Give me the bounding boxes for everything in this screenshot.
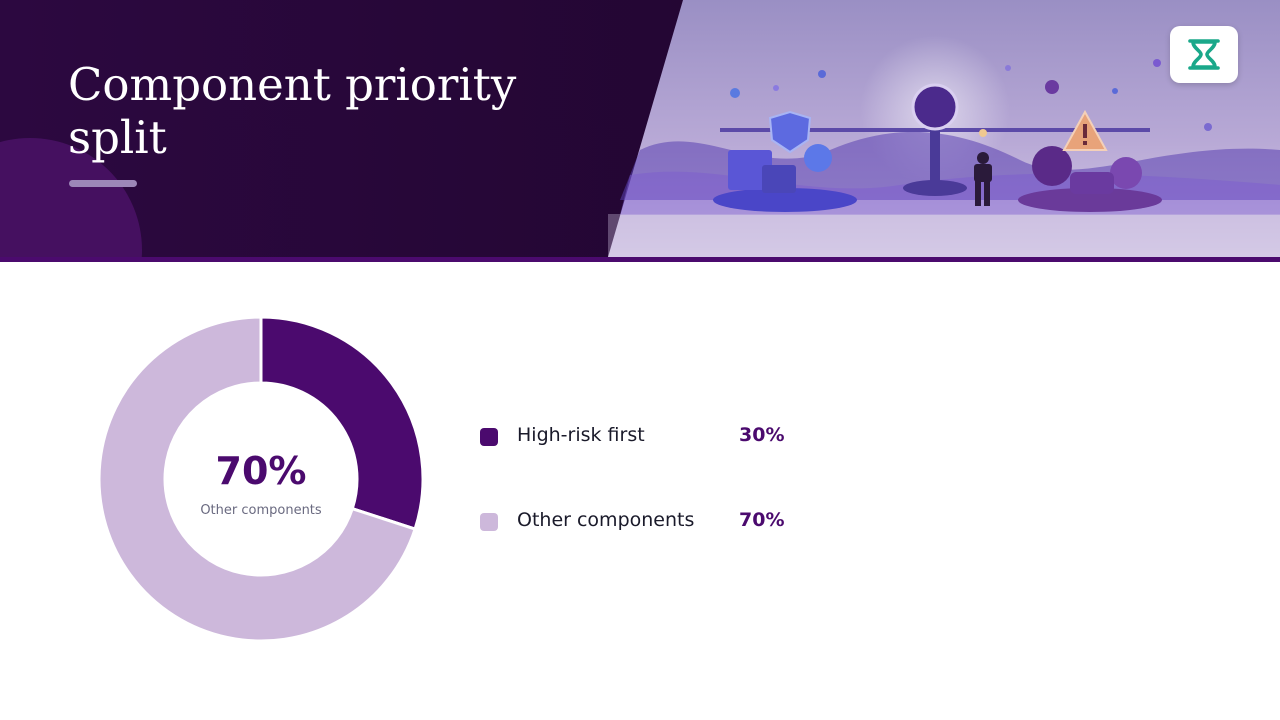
page-title: Component priority split — [68, 58, 517, 164]
legend-value-other: 70% — [739, 509, 785, 531]
header-background — [0, 0, 1280, 262]
donut-slice-other-components — [97, 315, 417, 643]
legend-label-high-risk: High-risk first — [517, 424, 645, 446]
donut-chart: 70% Other components — [96, 314, 426, 644]
legend-label-other: Other components — [517, 509, 695, 531]
legend-swatch-other — [480, 513, 498, 531]
legend-swatch-high-risk — [480, 428, 498, 446]
hourglass-icon — [1188, 39, 1220, 70]
legend-value-high-risk: 30% — [739, 424, 785, 446]
donut-chart-svg — [97, 315, 425, 643]
donut-center-label: Other components — [200, 503, 322, 518]
donut-slice-high-risk-first — [259, 315, 425, 531]
brand-logo — [1170, 26, 1238, 83]
legend-item-other: Other components 70% — [480, 505, 810, 539]
donut-center-value: 70% — [215, 449, 307, 493]
legend-item-high-risk: High-risk first 30% — [480, 420, 810, 454]
header-banner: Component priority split — [0, 0, 1280, 262]
title-underline — [69, 180, 137, 187]
